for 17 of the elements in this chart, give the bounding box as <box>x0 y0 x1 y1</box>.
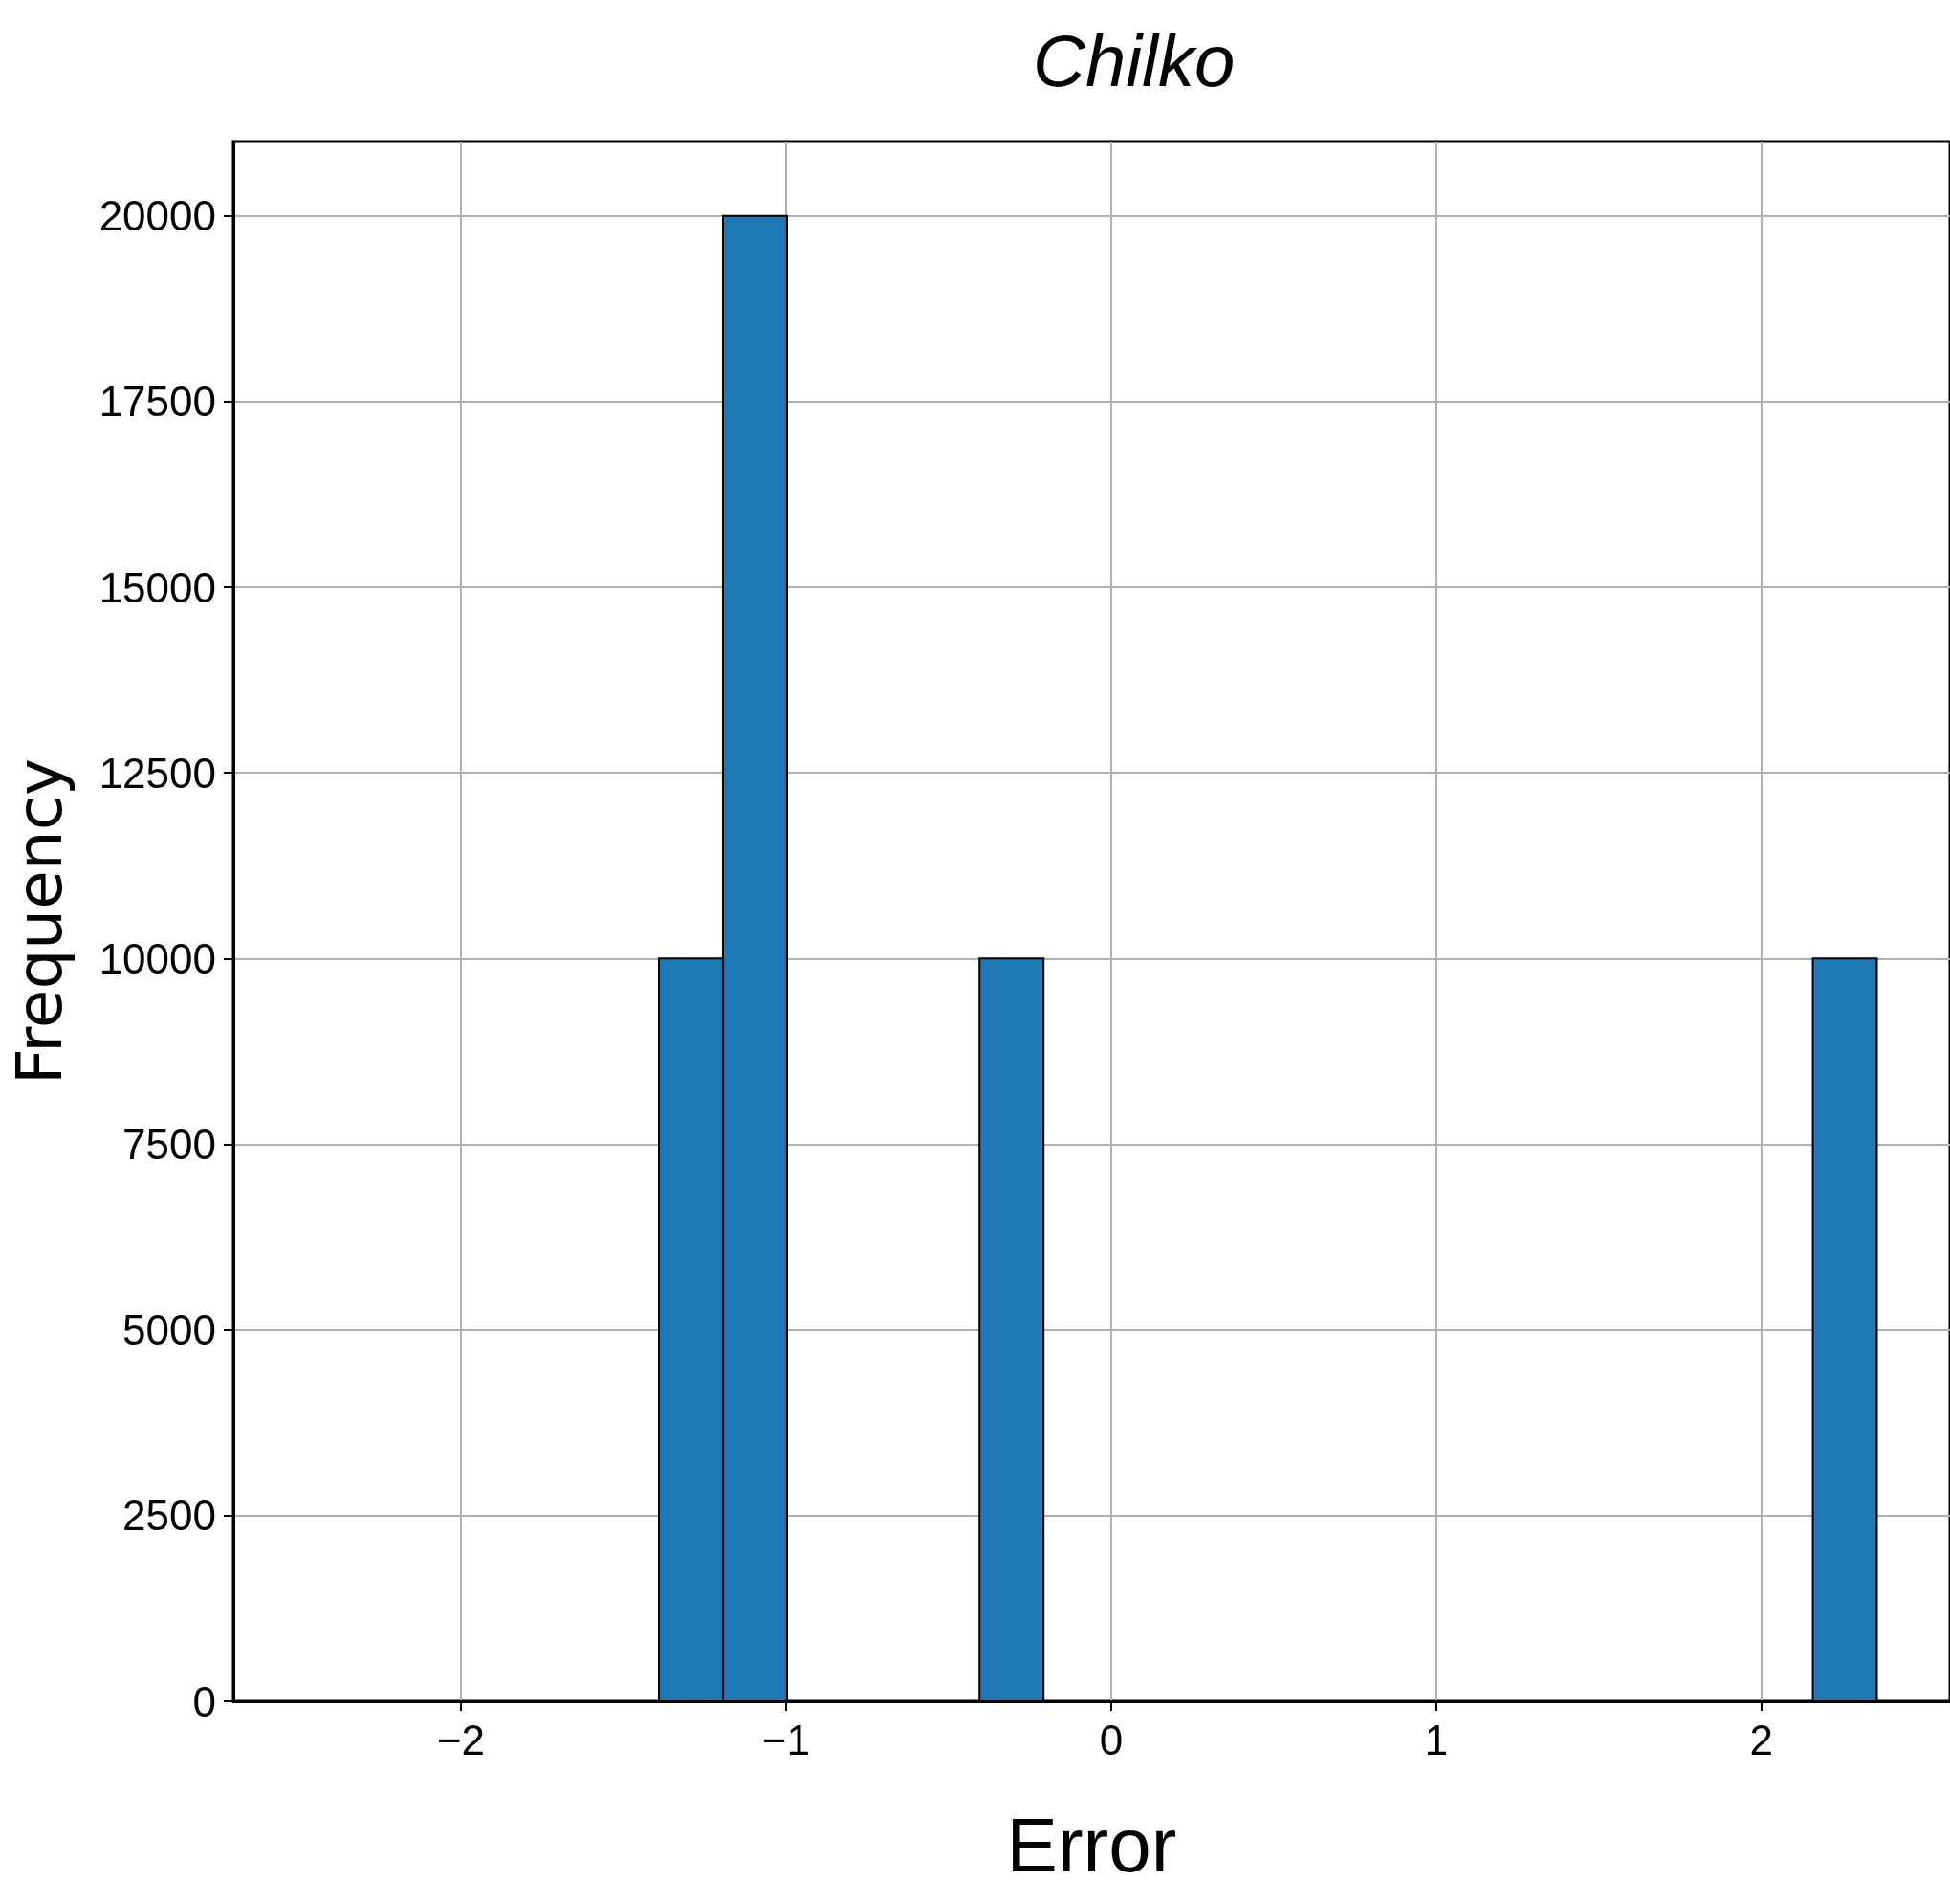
y-axis-title: Frequency <box>2 758 77 1084</box>
y-tick-label: 17500 <box>99 378 216 426</box>
y-tick-label: 5000 <box>122 1306 216 1354</box>
x-tick-label: 0 <box>1099 1716 1124 1763</box>
x-axis-title: Error <box>1006 1802 1177 1888</box>
x-tick-label: −1 <box>761 1716 811 1763</box>
y-tick-label: 10000 <box>99 934 216 982</box>
x-tick-label: −2 <box>436 1716 486 1763</box>
x-tick-label: 2 <box>1749 1716 1774 1763</box>
y-tick-label: 2500 <box>122 1492 216 1540</box>
y-tick-label: 15000 <box>99 563 216 611</box>
y-tick-label: 20000 <box>99 192 216 240</box>
x-tick-label: 1 <box>1424 1716 1449 1763</box>
y-tick-label: 0 <box>192 1677 216 1725</box>
chart-title: Chilko <box>1033 19 1236 101</box>
y-tick-label: 12500 <box>99 749 216 797</box>
y-tick-label: 7500 <box>122 1121 216 1168</box>
